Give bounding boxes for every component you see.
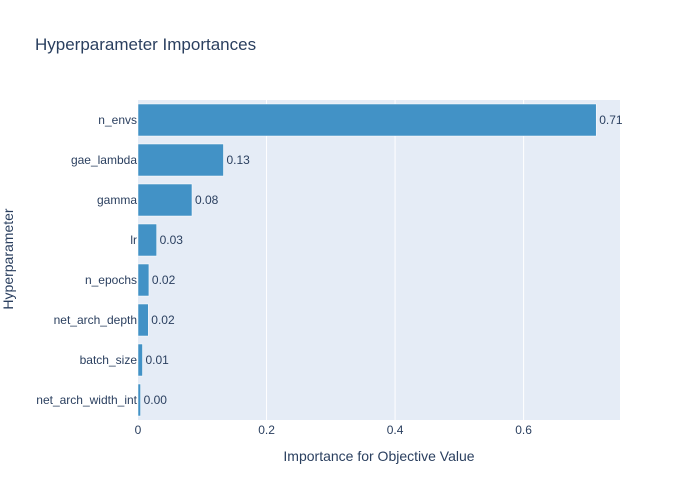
data-label: 0.08 (195, 193, 219, 207)
bars (137, 103, 597, 417)
chart-title: Hyperparameter Importances (35, 35, 256, 54)
y-axis-title: Hyperparameter (0, 208, 16, 309)
bar (137, 263, 150, 297)
y-tick-label: n_epochs (85, 273, 137, 287)
bar (137, 103, 597, 137)
y-tick-label: gae_lambda (71, 153, 137, 167)
x-tick-label: 0.4 (387, 423, 404, 437)
y-tick-label: lr (130, 233, 137, 247)
bar (137, 143, 224, 177)
bar (137, 223, 157, 257)
bar (137, 183, 193, 217)
data-label: 0.01 (145, 353, 169, 367)
data-label: 0.02 (151, 313, 175, 327)
labels: 0 0.2 0.4 0.6 n_envs 0.71 gae_lambda 0.13 gamma 0… (36, 113, 623, 437)
x-tick-label: 0 (135, 423, 142, 437)
data-label: 0.02 (152, 273, 176, 287)
y-tick-label: gamma (97, 193, 137, 207)
y-tick-label: net_arch_depth (54, 313, 137, 327)
data-label: 0.00 (144, 393, 168, 407)
bar (137, 383, 141, 417)
bar (137, 303, 149, 337)
y-tick-label: n_envs (98, 113, 137, 127)
bar (137, 343, 143, 377)
y-tick-label: net_arch_width_int (36, 393, 137, 407)
data-label: 0.03 (160, 233, 184, 247)
y-tick-label: batch_size (80, 353, 138, 367)
x-tick-label: 0.6 (515, 423, 532, 437)
x-tick-label: 0.2 (258, 423, 275, 437)
x-axis-title: Importance for Objective Value (283, 448, 474, 464)
data-label: 0.71 (599, 113, 623, 127)
data-label: 0.13 (226, 153, 250, 167)
gridlines (266, 100, 525, 420)
